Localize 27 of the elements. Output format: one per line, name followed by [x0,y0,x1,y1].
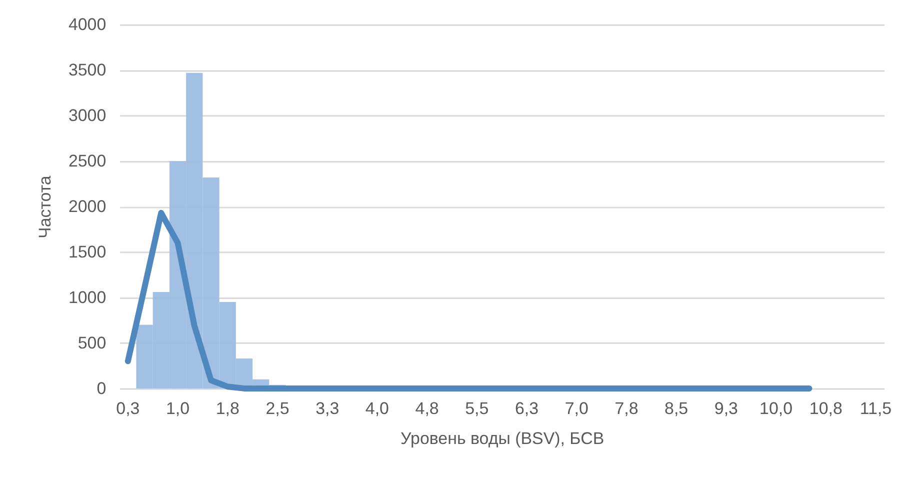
y-tick-label: 2500 [68,152,106,171]
x-tick-label: 2,5 [266,398,290,418]
y-tick-label: 3000 [68,106,106,126]
x-tick-label: 0,3 [116,398,140,418]
x-tick-label: 1,8 [216,398,240,418]
x-tick-label: 7,8 [614,398,638,418]
x-tick-label: 8,5 [664,398,688,418]
x-tick-label: 3,3 [316,398,340,418]
x-tick-label: 10,8 [809,398,842,418]
y-tick-label: 3500 [68,60,106,80]
x-tick-label: 4,0 [365,398,389,418]
x-tick-label: 9,3 [714,398,738,418]
x-tick-label: 7,0 [564,398,588,418]
y-tick-label: 1000 [68,288,106,307]
y-tick-label: 1500 [68,242,106,262]
y-tick-label: 4000 [68,15,106,34]
y-tick-label: 2000 [68,197,106,216]
x-axis-title: Уровень воды (BSV), БСВ [400,428,604,448]
x-tick-label: 6,3 [514,398,539,418]
y-axis-title: Частота [36,175,55,238]
x-tick-label: 11,5 [860,398,892,418]
y-tick-label: 500 [78,333,106,352]
y-tick-label: 0 [96,378,106,398]
x-tick-label: 10,0 [760,398,793,418]
x-tick-label: 1,0 [166,398,190,418]
x-tick-label: 4,8 [415,398,439,418]
x-tick-label: 5,5 [465,398,489,418]
